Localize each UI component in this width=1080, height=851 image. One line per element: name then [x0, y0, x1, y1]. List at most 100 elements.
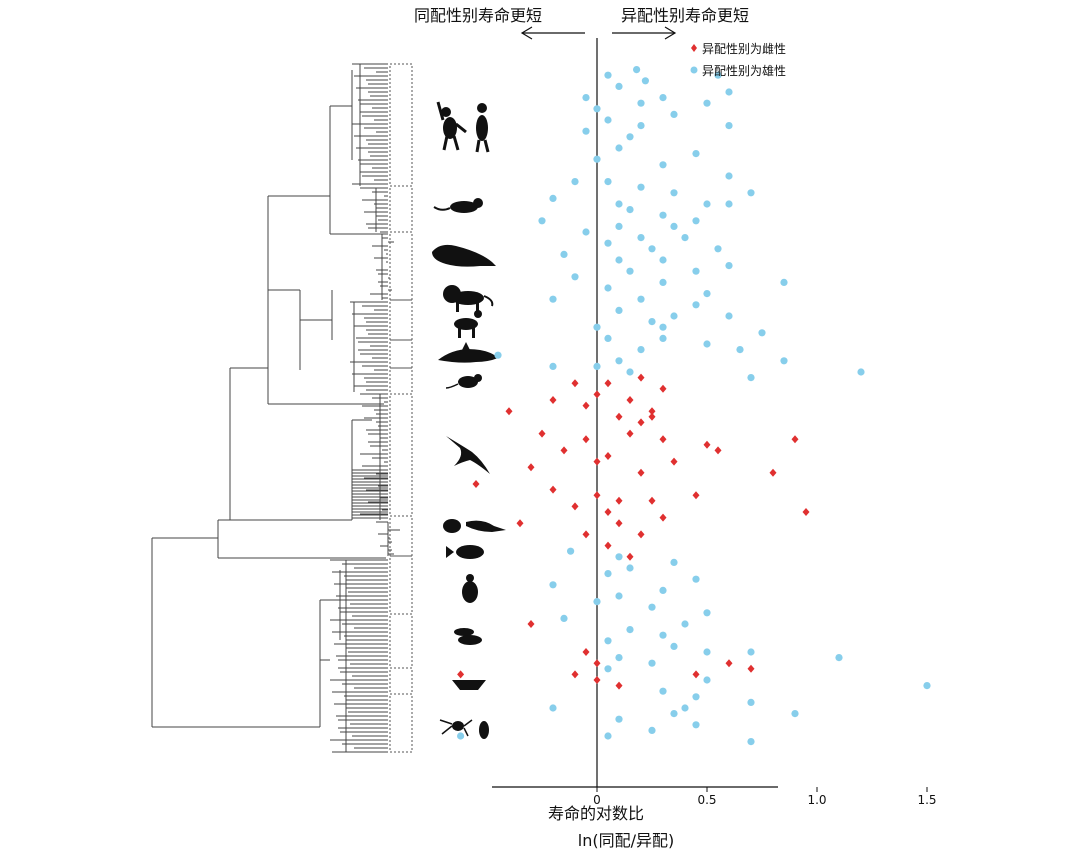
male-point: [615, 222, 623, 230]
male-point: [725, 200, 733, 208]
male-point: [604, 239, 612, 247]
male-point: [538, 217, 546, 225]
male-point: [567, 547, 575, 555]
male-point: [604, 665, 612, 673]
male-point: [582, 228, 590, 236]
female-point: [703, 440, 711, 449]
male-point: [791, 710, 799, 718]
male-point: [736, 346, 744, 354]
male-point: [549, 295, 557, 303]
male-point: [648, 726, 656, 735]
male-point: [659, 94, 667, 102]
male-point: [670, 222, 678, 230]
male-point: [593, 155, 601, 163]
male-point: [637, 295, 645, 303]
male-point: [604, 71, 612, 79]
female-point: [593, 659, 601, 668]
male-point: [549, 362, 557, 370]
male-point: [615, 306, 623, 314]
female-point: [659, 435, 667, 444]
male-point: [571, 273, 579, 281]
legend-female-label: 异配性别为雌性: [702, 41, 786, 56]
male-point: [637, 346, 645, 354]
female-point: [637, 373, 645, 382]
clade-brackets: [389, 63, 413, 753]
male-point: [703, 290, 711, 298]
legend: 异配性别为雌性 异配性别为雄性: [690, 41, 786, 78]
male-point: [582, 94, 590, 102]
male-point: [725, 312, 733, 320]
x-tick-label: 0: [593, 793, 601, 807]
male-point: [637, 183, 645, 191]
male-point: [659, 211, 667, 219]
female-point: [626, 429, 634, 438]
male-point: [692, 693, 700, 701]
mouse-icon: [445, 374, 482, 389]
male-point: [923, 682, 931, 690]
female-point: [604, 379, 612, 388]
lion-icon: [443, 285, 494, 312]
fly-icon: [454, 628, 482, 645]
spider-cricket-icon: [439, 719, 489, 739]
male-point: [857, 368, 865, 376]
male-point: [681, 704, 689, 712]
rodent-icon: [433, 198, 483, 213]
female-point: [604, 541, 612, 550]
female-point: [659, 384, 667, 393]
direction-arrows: [520, 26, 677, 40]
male-point: [633, 66, 641, 74]
female-point: [582, 530, 590, 539]
male-point: [615, 256, 623, 264]
male-point: [648, 659, 656, 667]
female-point: [527, 620, 535, 628]
male-point: [637, 234, 645, 242]
female-point: [637, 418, 645, 427]
male-point: [615, 200, 623, 208]
female-point: [457, 670, 465, 679]
female-point: [593, 491, 601, 500]
data-points: [457, 66, 931, 746]
male-point: [626, 368, 634, 376]
male-point: [681, 620, 689, 628]
male-point: [747, 698, 755, 707]
male-point: [604, 284, 612, 292]
deer-icon: [454, 310, 482, 338]
male-point: [703, 200, 711, 208]
male-point: [626, 626, 634, 634]
male-point: [604, 637, 612, 645]
male-point: [659, 278, 667, 286]
female-point: [648, 412, 656, 421]
x-axis-ticks: 0 0.5 1.0 1.5: [593, 787, 937, 807]
female-point: [593, 390, 601, 399]
female-point: [571, 502, 579, 511]
female-point: [692, 670, 700, 679]
female-point: [802, 508, 810, 516]
male-point: [692, 267, 700, 275]
male-point: [725, 172, 733, 180]
male-point: [604, 732, 612, 740]
bird-icon: [446, 436, 490, 474]
female-point: [593, 457, 601, 466]
female-point: [714, 446, 722, 455]
male-point: [457, 732, 465, 740]
male-point: [670, 642, 678, 651]
male-point: [670, 312, 678, 320]
female-point: [791, 435, 799, 444]
x-axis-title-line1: 寿命的对数比: [548, 804, 644, 823]
male-point: [681, 234, 689, 242]
male-point: [703, 609, 711, 617]
female-point: [615, 496, 623, 505]
male-point: [560, 250, 568, 258]
male-point: [593, 598, 601, 606]
male-point: [582, 127, 590, 135]
male-point: [659, 586, 667, 595]
male-point: [604, 116, 612, 124]
female-point: [505, 407, 513, 416]
male-point: [659, 687, 667, 695]
left-arrow-head: [520, 26, 533, 40]
male-point: [615, 82, 623, 90]
male-point: [626, 564, 634, 572]
animal-silhouettes: [432, 101, 506, 739]
female-point: [582, 648, 590, 656]
male-point: [692, 575, 700, 583]
